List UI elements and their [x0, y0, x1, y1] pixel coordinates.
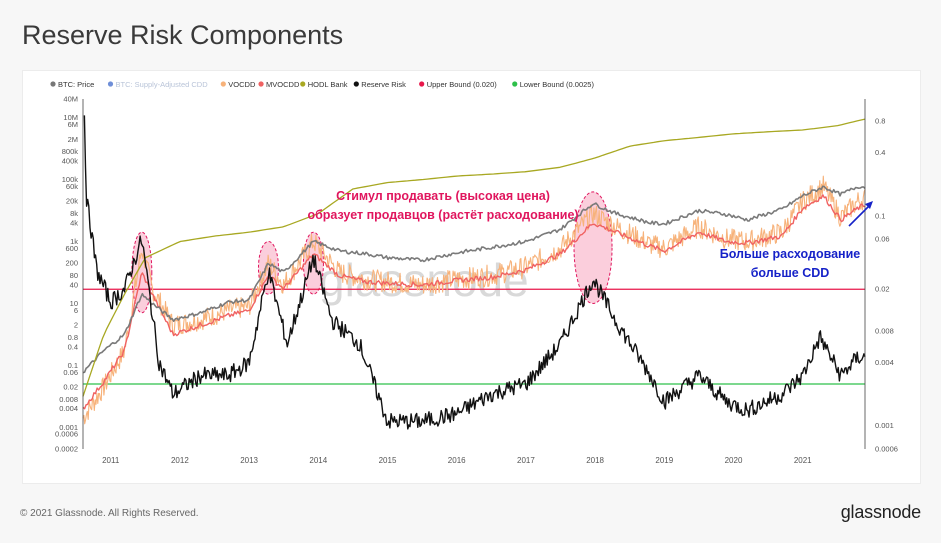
y-left-tick-label: 0.0006 — [55, 430, 78, 439]
y-left-tick-label: 0.001 — [59, 423, 78, 432]
y-left-tick-label: 10 — [70, 299, 78, 308]
legend-label: BTC: Price — [58, 80, 94, 89]
legend-dot-icon — [258, 81, 264, 87]
legend-item-0[interactable]: BTC: Price — [50, 80, 94, 89]
y-left-tick-label: 1k — [70, 237, 78, 246]
y-left-tick-label: 0.008 — [59, 395, 78, 404]
x-tick-label: 2014 — [309, 456, 327, 465]
legend-label: Reserve Risk — [361, 80, 406, 89]
chart-svg: BTC: Price BTC: Supply-Adjusted CDD VOCDD M… — [50, 80, 898, 465]
y-left-tick-label: 800k — [62, 147, 79, 156]
y-left-tick-label: 200 — [65, 259, 78, 268]
legend-dot-icon — [300, 81, 306, 87]
legend-label: HODL Bank — [308, 80, 348, 89]
y-right-axis: 0.8 0.4 0.1 0.06 0.02 0.008 0.004 0.001 0.0006 — [864, 99, 898, 454]
y-left-tick-label: 10M — [63, 113, 78, 122]
legend-item-2[interactable]: VOCDD — [220, 80, 256, 89]
legend-label: BTC: Supply-Adjusted CDD — [116, 80, 209, 89]
annotation-line: образует продавцов (растёт расходование) — [307, 208, 578, 222]
y-left-tick-label: 8k — [70, 209, 78, 218]
y-right-tick-label: 0.001 — [875, 421, 894, 430]
annotation-line: Стимул продавать (высокая цена) — [336, 189, 550, 203]
series-mvocdd-line — [82, 194, 866, 410]
y-left-tick-label: 4k — [70, 218, 78, 227]
x-tick-label: 2015 — [379, 456, 397, 465]
y-left-tick-label: 0.4 — [68, 342, 78, 351]
legend-dot-icon — [419, 81, 425, 87]
legend-dot-icon — [107, 81, 114, 87]
legend-label: Lower Bound (0.0025) — [520, 80, 595, 89]
y-left-tick-label: 80 — [70, 271, 78, 280]
legend-item-3[interactable]: MVOCDD — [258, 80, 300, 89]
x-axis: 2011 2012 2013 2014 2015 2016 2017 2018 2019 2020… — [102, 456, 812, 465]
y-left-tick-label: 20k — [66, 197, 78, 206]
y-left-tick-label: 40M — [63, 95, 78, 104]
legend-dot-icon — [220, 81, 226, 87]
legend-item-6[interactable]: Upper Bound (0.020) — [419, 80, 497, 89]
x-tick-label: 2016 — [448, 456, 466, 465]
legend-dot-icon — [512, 81, 518, 87]
chart-legend: BTC: Price BTC: Supply-Adjusted CDD VOCDD M… — [50, 80, 594, 89]
x-tick-label: 2013 — [240, 456, 258, 465]
page-title: Reserve Risk Components — [22, 20, 344, 50]
x-tick-label: 2017 — [517, 456, 535, 465]
footer-copyright: © 2021 Glassnode. All Rights Reserved. — [20, 508, 199, 519]
y-left-tick-label: 0.8 — [68, 333, 78, 342]
legend-dot-icon — [50, 81, 56, 87]
y-left-tick-label: 0.1 — [68, 361, 78, 370]
legend-dot-icon — [353, 81, 359, 87]
annotation-selling-incentive: Стимул продавать (высокая цена) образует … — [307, 189, 578, 222]
series-hodl-bank-line — [82, 118, 866, 397]
x-tick-label: 2018 — [586, 456, 604, 465]
y-left-tick-label: 0.06 — [63, 368, 78, 377]
annotation-line: Больше расходование — [720, 247, 861, 261]
y-left-tick-label: 6M — [68, 120, 78, 129]
legend-item-1[interactable]: BTC: Supply-Adjusted CDD — [107, 80, 209, 89]
legend-item-7[interactable]: Lower Bound (0.0025) — [512, 80, 594, 89]
x-tick-label: 2021 — [794, 456, 812, 465]
y-left-tick-label: 400k — [62, 156, 79, 165]
x-tick-label: 2020 — [725, 456, 743, 465]
series-btc-price-line — [82, 185, 866, 374]
y-right-tick-label: 0.4 — [875, 148, 885, 157]
x-tick-label: 2019 — [655, 456, 673, 465]
y-left-tick-label: 40 — [70, 280, 78, 289]
x-tick-label: 2011 — [102, 456, 120, 465]
footer-logo[interactable]: glassnode — [840, 502, 921, 522]
annotation-line: больше CDD — [751, 266, 830, 280]
legend-label: Upper Bound (0.020) — [427, 80, 498, 89]
legend-label: MVOCDD — [266, 80, 300, 89]
y-left-tick-label: 0.02 — [63, 383, 78, 392]
y-left-tick-label: 2 — [74, 321, 78, 330]
series-vocdd-line — [82, 175, 866, 425]
legend-label: VOCDD — [228, 80, 256, 89]
y-right-tick-label: 0.1 — [875, 211, 885, 220]
bound-lines — [83, 288, 865, 385]
y-left-tick-label: 60k — [66, 182, 78, 191]
y-left-tick-label: 0.004 — [59, 404, 78, 413]
y-right-tick-label: 0.06 — [875, 235, 890, 244]
y-left-tick-label: 100k — [62, 175, 79, 184]
y-right-tick-label: 0.02 — [875, 285, 890, 294]
y-right-tick-label: 0.004 — [875, 358, 894, 367]
legend-item-4[interactable]: HODL Bank — [300, 80, 348, 89]
series-layer — [82, 115, 866, 430]
y-right-tick-label: 0.008 — [875, 326, 894, 335]
y-left-tick-label: 2M — [68, 135, 78, 144]
chart-panel: BTC: Price BTC: Supply-Adjusted CDD VOCDD M… — [22, 70, 921, 484]
arrow-icon — [848, 203, 872, 227]
series-reserve-risk-line — [83, 115, 866, 430]
annotation-more-spending: Больше расходование больше CDD — [720, 247, 861, 280]
y-left-tick-label: 6 — [74, 306, 78, 315]
legend-item-5[interactable]: Reserve Risk — [353, 80, 406, 89]
annotations: Стимул продавать (высокая цена) образует … — [307, 189, 873, 280]
y-right-tick-label: 0.0006 — [875, 445, 898, 454]
y-left-tick-label: 600 — [65, 244, 78, 253]
y-left-tick-label: 0.0002 — [55, 445, 78, 454]
x-tick-label: 2012 — [171, 456, 189, 465]
y-right-tick-label: 0.8 — [875, 117, 885, 126]
arrow-head-icon — [865, 201, 873, 209]
